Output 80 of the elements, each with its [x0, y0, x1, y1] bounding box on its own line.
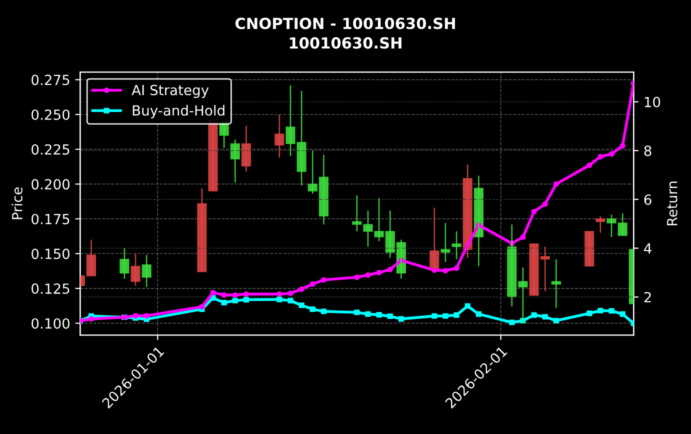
point — [509, 320, 515, 326]
point — [376, 270, 382, 276]
point — [354, 310, 360, 316]
point — [288, 290, 294, 296]
point — [387, 313, 393, 320]
point — [354, 274, 360, 280]
point — [320, 308, 326, 314]
y2-tick-label: 6 — [644, 194, 652, 205]
candlestick — [130, 253, 140, 286]
point — [432, 313, 438, 319]
candlestick — [596, 215, 606, 234]
y-tick-label: 0.250 — [32, 109, 70, 120]
y-axis-title: Price — [12, 187, 22, 220]
point — [320, 277, 326, 283]
point — [608, 151, 614, 157]
point — [398, 316, 404, 322]
point — [243, 291, 249, 297]
point — [276, 291, 282, 297]
point — [221, 300, 227, 306]
y-tick-label: 0.125 — [32, 283, 70, 294]
y-tick-label: 0.175 — [32, 214, 70, 224]
point — [531, 312, 537, 318]
y2-axis-title: Return — [667, 182, 678, 226]
candlestick — [274, 114, 284, 158]
point — [199, 304, 205, 310]
point — [232, 292, 238, 298]
legend-label: AI Strategy — [132, 84, 209, 98]
point — [520, 234, 526, 240]
point — [310, 306, 316, 312]
point — [232, 298, 238, 304]
y2-tick-label: 8 — [644, 146, 652, 156]
y-tick-label: 0.100 — [32, 318, 70, 329]
point — [454, 312, 460, 318]
point — [144, 312, 150, 319]
chart-title: CNOPTION - 10010630.SH — [235, 18, 455, 30]
point — [553, 181, 559, 187]
point — [88, 316, 94, 322]
point — [298, 286, 304, 292]
point — [454, 265, 460, 271]
point — [531, 208, 537, 214]
point — [553, 318, 559, 324]
point — [620, 142, 626, 148]
point — [243, 296, 249, 302]
point — [608, 308, 614, 314]
point — [442, 313, 448, 319]
point — [542, 201, 548, 207]
point — [387, 266, 393, 272]
point — [298, 302, 304, 308]
y2-tick-label: 2 — [644, 292, 651, 302]
point — [476, 311, 482, 317]
point — [586, 310, 592, 316]
candlestick — [440, 222, 450, 263]
point — [542, 314, 548, 320]
point — [221, 292, 227, 298]
candlestick — [584, 230, 594, 267]
point — [620, 311, 626, 317]
point — [598, 308, 604, 314]
point — [586, 162, 592, 168]
point — [276, 296, 282, 302]
point — [210, 290, 216, 296]
y-tick-label: 0.150 — [32, 248, 70, 260]
legend-label: Buy-and-Hold — [132, 104, 224, 118]
point — [598, 154, 604, 160]
point — [376, 312, 382, 318]
point — [310, 281, 316, 287]
point — [132, 312, 138, 319]
line-series — [80, 295, 634, 326]
point — [288, 298, 294, 304]
candlestick — [452, 230, 462, 260]
chart-subtitle: 10010630.SH — [290, 37, 402, 49]
point — [442, 268, 448, 274]
y-tick-label: 0.225 — [32, 144, 70, 155]
y-tick-label: 0.200 — [32, 179, 70, 190]
y2-tick-label: 4 — [644, 243, 652, 254]
point — [365, 311, 371, 317]
y2-tick-label: 10 — [644, 96, 660, 108]
point — [365, 272, 371, 278]
point — [464, 303, 470, 309]
y-tick-label: 0.275 — [32, 74, 70, 86]
point — [210, 295, 216, 301]
